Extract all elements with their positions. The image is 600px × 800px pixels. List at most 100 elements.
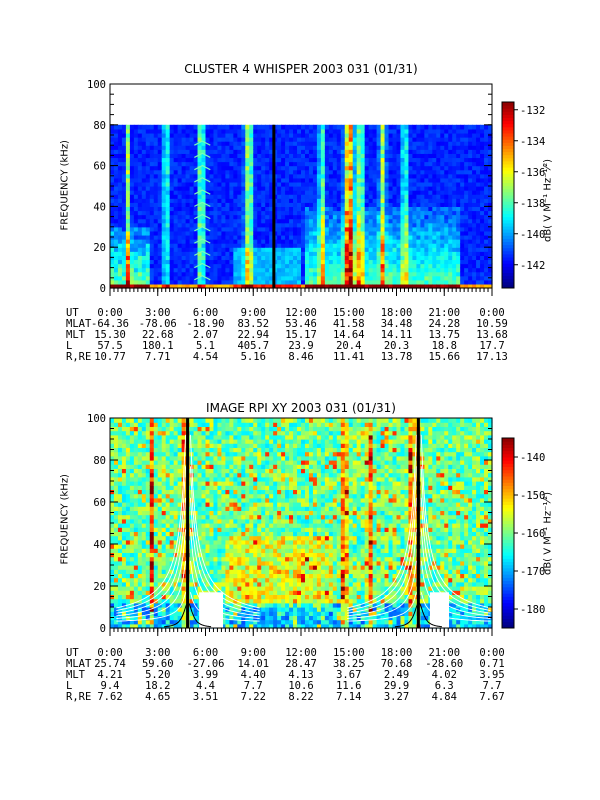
- ephemeris-value: 2.49: [383, 669, 410, 681]
- colorbar-tick-label: -138: [520, 198, 545, 210]
- colorbar-segment: [502, 179, 514, 184]
- colorbar-segment: [502, 501, 514, 505]
- colorbar-segment: [502, 612, 514, 616]
- ephemeris-row-label: MLAT: [66, 318, 92, 330]
- colorbar-segment: [502, 226, 514, 230]
- whisper-panel: CLUSTER 4 WHISPER 2003 031 (01/31) FREQU…: [0, 0, 600, 380]
- colorbar-segment: [502, 593, 514, 597]
- colorbar-tick-label: -160: [520, 528, 545, 540]
- ephemeris-value: 5.20: [145, 669, 171, 681]
- colorbar-segment: [502, 485, 514, 490]
- ephemeris-value: 12:00: [285, 307, 317, 319]
- colorbar-segment: [502, 510, 514, 515]
- ephemeris-row-label: R,RE: [66, 691, 92, 703]
- colorbar-segment: [502, 460, 514, 464]
- colorbar-segment: [502, 574, 514, 578]
- ephemeris-value: 15:00: [332, 647, 365, 659]
- ephemeris-value: 405.7: [237, 340, 270, 352]
- ephemeris-value: 4.65: [145, 691, 171, 703]
- y-tick-label: 80: [93, 120, 106, 132]
- ephemeris-value: 83.52: [237, 318, 270, 330]
- ephemeris-value: 10.6: [288, 680, 314, 692]
- colorbar-segment: [502, 577, 514, 581]
- colorbar-segment: [502, 142, 514, 146]
- colorbar-segment: [502, 590, 514, 594]
- ephemeris-value: 38.25: [332, 658, 365, 670]
- colorbar-segment: [502, 151, 514, 156]
- colorbar-segment: [502, 558, 514, 562]
- colorbar-segment: [502, 539, 514, 543]
- colorbar-segment: [502, 198, 514, 202]
- colorbar-segment: [502, 469, 514, 474]
- ephemeris-value: 13.78: [380, 351, 413, 363]
- colorbar-segment: [502, 207, 514, 211]
- ephemeris-value: 11.6: [336, 680, 362, 692]
- ephemeris-table: UT 0:00 3:00 6:00 9:00 12:00 15:00 18:00 21:00 0:…: [66, 648, 546, 703]
- colorbar-segment: [502, 108, 514, 112]
- colorbar-segment: [502, 117, 514, 122]
- chart-title: IMAGE RPI XY 2003 031 (01/31): [206, 401, 396, 415]
- colorbar-tick-label: -150: [520, 490, 545, 502]
- y-tick-label: 20: [93, 242, 106, 254]
- colorbar-segment: [502, 580, 514, 585]
- ephemeris-value: 41.58: [332, 318, 365, 330]
- colorbar-segment: [502, 548, 514, 553]
- colorbar-tick-label: -132: [520, 105, 545, 117]
- colorbar-segment: [502, 552, 514, 556]
- ephemeris-value: 21:00: [428, 307, 461, 319]
- ephemeris-value: 18:00: [380, 647, 413, 659]
- colorbar-segment: [502, 571, 514, 575]
- no-data-block: [429, 592, 450, 628]
- ephemeris-value: 14.64: [332, 329, 365, 341]
- ephemeris-value: 7.7: [243, 680, 263, 692]
- ephemeris-value: 23.9: [288, 340, 314, 352]
- colorbar-segment: [502, 523, 514, 528]
- colorbar-segment: [502, 216, 514, 221]
- colorbar-segment: [502, 624, 514, 629]
- colorbar-segment: [502, 457, 514, 461]
- colorbar-segment: [502, 213, 514, 218]
- ephemeris-value: 34.48: [380, 318, 413, 330]
- spacecraft-altitude-curve: [164, 602, 212, 628]
- ephemeris-row-label: R,RE: [66, 351, 92, 363]
- data-gap-bar: [416, 418, 420, 628]
- y-tick-label: 100: [87, 79, 106, 91]
- colorbar-segment: [502, 114, 514, 118]
- colorbar-segment: [502, 514, 514, 518]
- ephemeris-value: 9:00: [240, 647, 266, 659]
- colorbar-segment: [502, 269, 514, 273]
- colorbar-segment: [502, 450, 514, 455]
- colorbar-segment: [502, 520, 514, 524]
- ephemeris-value: 57.5: [97, 340, 123, 352]
- colorbar-segment: [502, 526, 514, 531]
- ephemeris-value: 13.75: [428, 329, 461, 341]
- colorbar-segment: [502, 173, 514, 177]
- ephemeris-value: 7.14: [336, 691, 362, 703]
- colorbar-segment: [502, 257, 514, 261]
- colorbar-segment: [502, 160, 514, 165]
- ephemeris-value: 5.1: [196, 340, 215, 352]
- colorbar-segment: [502, 438, 514, 442]
- ephemeris-value: 24.28: [428, 318, 461, 330]
- ephemeris-row-label: MLT: [66, 669, 85, 681]
- ephemeris-value: 4.4: [196, 680, 215, 692]
- colorbar-segment: [502, 555, 514, 559]
- colorbar-segment: [502, 599, 514, 604]
- colorbar-segment: [502, 504, 514, 509]
- colorbar-segment: [502, 466, 514, 471]
- colorbar-segment: [502, 145, 514, 149]
- ephemeris-value: 8.46: [288, 351, 314, 363]
- colorbar-segment: [502, 136, 514, 140]
- colorbar-tick-label: -142: [520, 260, 545, 272]
- ephemeris-value: 29.9: [383, 680, 410, 692]
- colorbar-segment: [502, 133, 514, 137]
- colorbar-segment: [502, 219, 514, 224]
- colorbar-segment: [502, 235, 514, 239]
- colorbar-segment: [502, 222, 514, 227]
- colorbar-segment: [502, 185, 514, 190]
- colorbar-segment: [502, 157, 514, 162]
- colorbar-segment: [502, 182, 514, 187]
- colorbar-segment: [502, 126, 514, 131]
- colorbar-segment: [502, 260, 514, 264]
- ephemeris-value: 15:00: [332, 307, 365, 319]
